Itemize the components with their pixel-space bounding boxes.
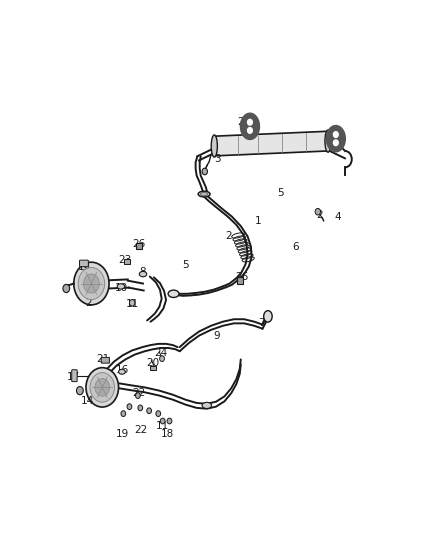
Circle shape bbox=[121, 411, 126, 416]
FancyBboxPatch shape bbox=[101, 358, 110, 363]
Text: 25: 25 bbox=[331, 133, 344, 143]
Ellipse shape bbox=[211, 135, 217, 157]
Text: 11: 11 bbox=[126, 299, 139, 309]
Text: 26: 26 bbox=[132, 239, 145, 249]
Text: 25: 25 bbox=[237, 117, 251, 127]
FancyBboxPatch shape bbox=[237, 277, 244, 284]
Ellipse shape bbox=[119, 369, 125, 374]
Text: 2: 2 bbox=[316, 210, 323, 220]
Text: 12: 12 bbox=[81, 279, 95, 288]
Circle shape bbox=[147, 408, 152, 414]
Circle shape bbox=[247, 127, 252, 133]
Circle shape bbox=[86, 368, 119, 407]
Ellipse shape bbox=[202, 402, 212, 408]
Text: 18: 18 bbox=[161, 429, 174, 439]
Circle shape bbox=[95, 378, 110, 396]
Text: 7: 7 bbox=[258, 318, 265, 328]
Text: 2: 2 bbox=[85, 298, 92, 308]
Circle shape bbox=[77, 386, 83, 395]
FancyBboxPatch shape bbox=[72, 370, 77, 382]
Polygon shape bbox=[214, 131, 328, 156]
Ellipse shape bbox=[325, 130, 331, 152]
Circle shape bbox=[160, 418, 165, 424]
Ellipse shape bbox=[264, 311, 272, 322]
Text: 17: 17 bbox=[67, 372, 80, 382]
Text: 22: 22 bbox=[134, 425, 148, 435]
Text: 6: 6 bbox=[293, 241, 299, 252]
Text: 5: 5 bbox=[182, 260, 189, 270]
Text: 14: 14 bbox=[80, 397, 94, 406]
Circle shape bbox=[138, 405, 143, 411]
Text: 22: 22 bbox=[132, 388, 145, 398]
Circle shape bbox=[90, 373, 114, 402]
Ellipse shape bbox=[168, 290, 179, 297]
Ellipse shape bbox=[117, 284, 125, 289]
Circle shape bbox=[130, 300, 135, 306]
Text: 16: 16 bbox=[116, 365, 129, 375]
Text: 23: 23 bbox=[119, 255, 132, 265]
FancyBboxPatch shape bbox=[135, 243, 141, 249]
Text: 24: 24 bbox=[154, 348, 167, 358]
Circle shape bbox=[315, 208, 321, 215]
Circle shape bbox=[156, 411, 161, 416]
Circle shape bbox=[202, 168, 208, 175]
Text: 13: 13 bbox=[78, 262, 91, 272]
Text: 3: 3 bbox=[214, 154, 220, 164]
Circle shape bbox=[333, 132, 338, 138]
Text: 9: 9 bbox=[214, 330, 220, 341]
Text: 1: 1 bbox=[255, 216, 262, 226]
Text: 2: 2 bbox=[226, 231, 232, 241]
Ellipse shape bbox=[200, 192, 208, 196]
Text: 4: 4 bbox=[335, 212, 342, 222]
Circle shape bbox=[74, 262, 109, 305]
Circle shape bbox=[135, 393, 140, 399]
FancyBboxPatch shape bbox=[80, 260, 88, 266]
FancyBboxPatch shape bbox=[124, 260, 131, 264]
Polygon shape bbox=[240, 113, 259, 140]
Text: 26: 26 bbox=[235, 272, 248, 282]
Ellipse shape bbox=[139, 271, 147, 277]
Text: 8: 8 bbox=[139, 268, 146, 278]
Circle shape bbox=[247, 119, 252, 125]
Text: 5: 5 bbox=[277, 188, 284, 198]
Text: 11: 11 bbox=[156, 421, 170, 431]
Circle shape bbox=[127, 404, 132, 409]
Circle shape bbox=[159, 356, 164, 361]
Circle shape bbox=[84, 274, 99, 293]
Circle shape bbox=[63, 284, 70, 293]
Text: 19: 19 bbox=[115, 429, 129, 439]
Text: 15: 15 bbox=[89, 385, 103, 395]
Ellipse shape bbox=[198, 191, 210, 197]
Circle shape bbox=[167, 418, 172, 424]
Circle shape bbox=[78, 268, 105, 300]
Text: 10: 10 bbox=[114, 282, 127, 293]
Circle shape bbox=[333, 140, 338, 146]
FancyBboxPatch shape bbox=[151, 366, 156, 370]
Text: 20: 20 bbox=[147, 358, 160, 368]
Text: 21: 21 bbox=[96, 353, 110, 364]
Polygon shape bbox=[326, 126, 345, 152]
